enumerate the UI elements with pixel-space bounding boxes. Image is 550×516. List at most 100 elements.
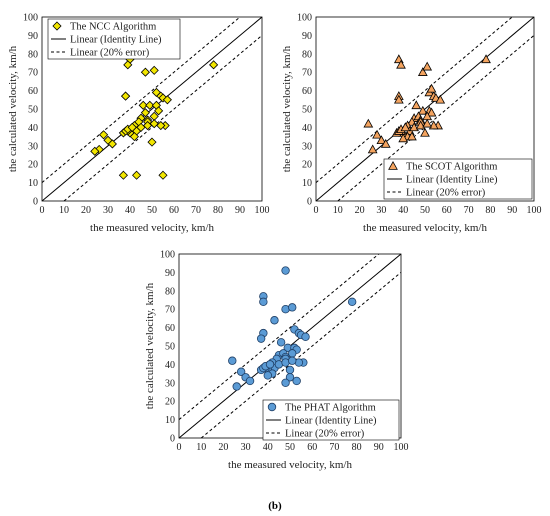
data-point <box>132 170 142 180</box>
y-tick-label: 20 <box>28 160 38 171</box>
data-point <box>149 119 159 129</box>
data-point <box>288 356 297 365</box>
data-point <box>400 122 411 132</box>
data-point <box>281 266 290 275</box>
y-tick-label: 0 <box>170 434 175 445</box>
y-tick-label: 70 <box>302 68 312 79</box>
y-tick-label: 20 <box>165 397 175 408</box>
y-axis-label: the calculated velocity, km/h <box>281 45 293 172</box>
y-tick-label: 80 <box>28 49 38 60</box>
x-axis-label: the measured velocity, km/h <box>228 459 352 471</box>
y-tick-label: 40 <box>28 123 38 134</box>
legend-label-series: The SCOT Algorithm <box>406 162 497 173</box>
x-tick-label: 70 <box>464 205 474 216</box>
identity-line <box>42 17 262 201</box>
x-tick-label: 90 <box>507 205 517 216</box>
y-tick-label: 100 <box>160 250 175 261</box>
data-point <box>228 356 237 365</box>
data-point <box>158 170 168 180</box>
error-line-lower <box>337 35 534 201</box>
y-tick-label: 90 <box>28 31 38 42</box>
x-axis-label: the measured velocity, km/h <box>90 222 214 234</box>
legend-label-error: Linear (20% error) <box>406 188 486 199</box>
data-point <box>123 60 133 70</box>
data-point <box>140 67 150 77</box>
data-point <box>398 133 409 143</box>
y-tick-label: 10 <box>28 178 38 189</box>
x-tick-label: 50 <box>420 205 430 216</box>
y-tick-label: 50 <box>28 105 38 116</box>
error-line-upper <box>179 254 380 420</box>
x-tick-label: 90 <box>235 205 245 216</box>
x-tick-label: 70 <box>329 442 339 453</box>
data-point <box>393 94 404 104</box>
data-point <box>367 144 378 154</box>
data-point <box>236 367 246 376</box>
data-point <box>127 122 137 132</box>
data-point <box>263 371 272 380</box>
legend: The NCC Algorithm Linear (Identity Line) L… <box>47 18 181 60</box>
x-tick-label: 100 <box>527 205 542 216</box>
legend-label-series: The NCC Algorithm <box>70 22 156 33</box>
y-tick-label: 100 <box>297 13 312 24</box>
data-point <box>396 59 406 69</box>
x-tick-label: 80 <box>352 442 362 453</box>
x-tick-label: 10 <box>196 442 206 453</box>
x-tick-label: 10 <box>333 205 343 216</box>
x-tick-label: 50 <box>285 442 295 453</box>
data-point <box>380 138 391 148</box>
x-tick-label: 80 <box>485 205 495 216</box>
data-point <box>288 303 297 312</box>
y-tick-label: 30 <box>28 141 38 152</box>
data-point <box>285 365 295 375</box>
x-tick-label: 40 <box>263 442 273 453</box>
y-tick-label: 20 <box>302 160 312 171</box>
y-tick-label: 10 <box>302 178 312 189</box>
x-tick-label: 80 <box>213 205 223 216</box>
legend-label-series: The PHAT Algorithm <box>285 403 376 414</box>
legend-label-identity: Linear (Identity Line) <box>285 416 377 427</box>
data-point <box>435 94 446 104</box>
data-point <box>232 382 241 391</box>
x-tick-label: 20 <box>355 205 365 216</box>
y-tick-label: 80 <box>302 49 312 60</box>
y-tick-label: 0 <box>33 197 38 208</box>
data-points <box>90 54 219 180</box>
x-tick-label: 60 <box>307 442 317 453</box>
data-point <box>292 376 301 386</box>
data-point <box>376 135 387 145</box>
data-point <box>147 137 157 147</box>
legend: The PHAT Algorithm Linear (Identity Line)… <box>262 399 400 441</box>
data-point <box>363 118 374 128</box>
data-point <box>118 170 128 180</box>
identity-line <box>316 17 534 201</box>
data-point <box>162 95 172 105</box>
chart-scot: 0 10 20 30 40 50 60 70 80 90 100 0 10 20 30 40 50 60 70 80 9… <box>281 13 542 235</box>
data-point <box>407 131 417 141</box>
y-tick-label: 70 <box>28 68 38 79</box>
data-point <box>276 338 286 347</box>
y-tick-label: 90 <box>165 268 175 279</box>
plot-frame <box>41 16 263 202</box>
y-tick-label: 50 <box>302 105 312 116</box>
data-point <box>245 376 255 386</box>
data-point <box>301 332 310 341</box>
data-points <box>363 54 491 154</box>
y-tick-label: 60 <box>165 323 175 334</box>
data-point <box>347 297 357 307</box>
legend-marker <box>388 160 398 170</box>
x-tick-label: 70 <box>191 205 201 216</box>
x-tick-label: 60 <box>442 205 452 216</box>
data-point <box>285 373 295 382</box>
x-tick-label: 30 <box>103 205 113 216</box>
data-points <box>228 266 357 391</box>
data-point <box>154 106 164 116</box>
x-tick-label: 100 <box>394 442 409 453</box>
data-point <box>121 91 131 101</box>
data-point <box>99 130 109 140</box>
data-point <box>281 378 290 387</box>
x-axis-label: the measured velocity, km/h <box>363 222 487 234</box>
legend-label-identity: Linear (Identity Line) <box>70 35 162 46</box>
data-point <box>426 83 437 93</box>
